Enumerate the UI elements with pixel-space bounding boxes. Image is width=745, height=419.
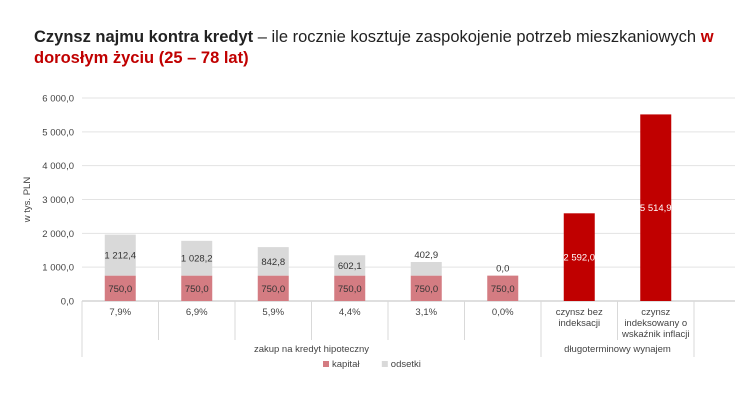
bar-segment bbox=[104, 234, 136, 276]
data-label: 750,0 bbox=[338, 284, 362, 295]
data-label: 602,1 bbox=[338, 261, 362, 272]
y-tick-label: 0,0 bbox=[61, 297, 74, 308]
bar-segment bbox=[487, 275, 519, 301]
y-tick-label: 1 000,0 bbox=[42, 263, 74, 274]
chart-title: Czynsz najmu kontra kredyt – ile rocznie… bbox=[34, 27, 714, 69]
data-label: 750,0 bbox=[108, 284, 132, 295]
bar-segment bbox=[334, 255, 366, 276]
title-accent: w dorosłym życiu (25 – 78 lat) bbox=[34, 28, 714, 67]
group-label: zakup na kredyt hipoteczny bbox=[254, 344, 369, 355]
y-tick-label: 6 000,0 bbox=[42, 94, 74, 105]
data-label: 750,0 bbox=[414, 284, 438, 295]
legend-label: odsetki bbox=[391, 359, 421, 370]
bar-segment bbox=[334, 275, 366, 301]
bar-segment bbox=[181, 240, 213, 276]
data-label: 750,0 bbox=[261, 284, 285, 295]
legend-swatch bbox=[381, 361, 388, 367]
legend-label: kapitał bbox=[332, 359, 360, 370]
y-tick-label: 3 000,0 bbox=[42, 195, 74, 206]
bar-segment bbox=[563, 213, 595, 301]
y-axis-label: w tys. PLN bbox=[22, 177, 33, 224]
data-label: 5 514,9 bbox=[640, 203, 672, 214]
bar-segment bbox=[257, 275, 289, 301]
data-label: 1 212,4 bbox=[104, 251, 136, 262]
bar-segment bbox=[104, 275, 136, 301]
data-label: 0,0 bbox=[496, 264, 509, 275]
data-label: 402,9 bbox=[414, 250, 438, 261]
data-label: 1 028,2 bbox=[181, 254, 213, 265]
x-tick-label: indeksowany o bbox=[624, 318, 687, 329]
x-tick-label: 4,4% bbox=[339, 307, 361, 318]
x-tick-label: 6,9% bbox=[186, 307, 208, 318]
x-tick-label: 5,9% bbox=[262, 307, 284, 318]
x-tick-label: 3,1% bbox=[415, 307, 437, 318]
x-tick-label: 0,0% bbox=[492, 307, 514, 318]
data-label: 750,0 bbox=[491, 284, 515, 295]
x-tick-label: indeksacji bbox=[558, 318, 600, 329]
data-label: 750,0 bbox=[185, 284, 209, 295]
legend-swatch bbox=[323, 361, 329, 367]
data-label: 2 592,0 bbox=[563, 253, 595, 264]
y-tick-label: 4 000,0 bbox=[42, 161, 74, 172]
title-bold: Czynsz najmu kontra kredyt bbox=[34, 28, 254, 46]
y-tick-label: 5 000,0 bbox=[42, 127, 74, 138]
bar-segment bbox=[181, 275, 213, 301]
title-rest: – ile rocznie kosztuje zaspokojenie potr… bbox=[253, 28, 701, 46]
x-tick-label: 7,9% bbox=[109, 307, 131, 318]
data-label: 842,8 bbox=[261, 257, 285, 268]
x-tick-label: czynsz bbox=[641, 307, 670, 318]
y-tick-label: 2 000,0 bbox=[42, 229, 74, 240]
group-label: długoterminowy wynajem bbox=[564, 344, 671, 355]
bar-segment bbox=[257, 247, 289, 276]
bar-segment bbox=[410, 261, 442, 276]
bar-segment bbox=[410, 275, 442, 301]
x-tick-label: czynsz bez bbox=[556, 307, 603, 318]
bar-segment bbox=[640, 114, 672, 301]
x-tick-label: wskaźnik inflacji bbox=[621, 329, 690, 340]
